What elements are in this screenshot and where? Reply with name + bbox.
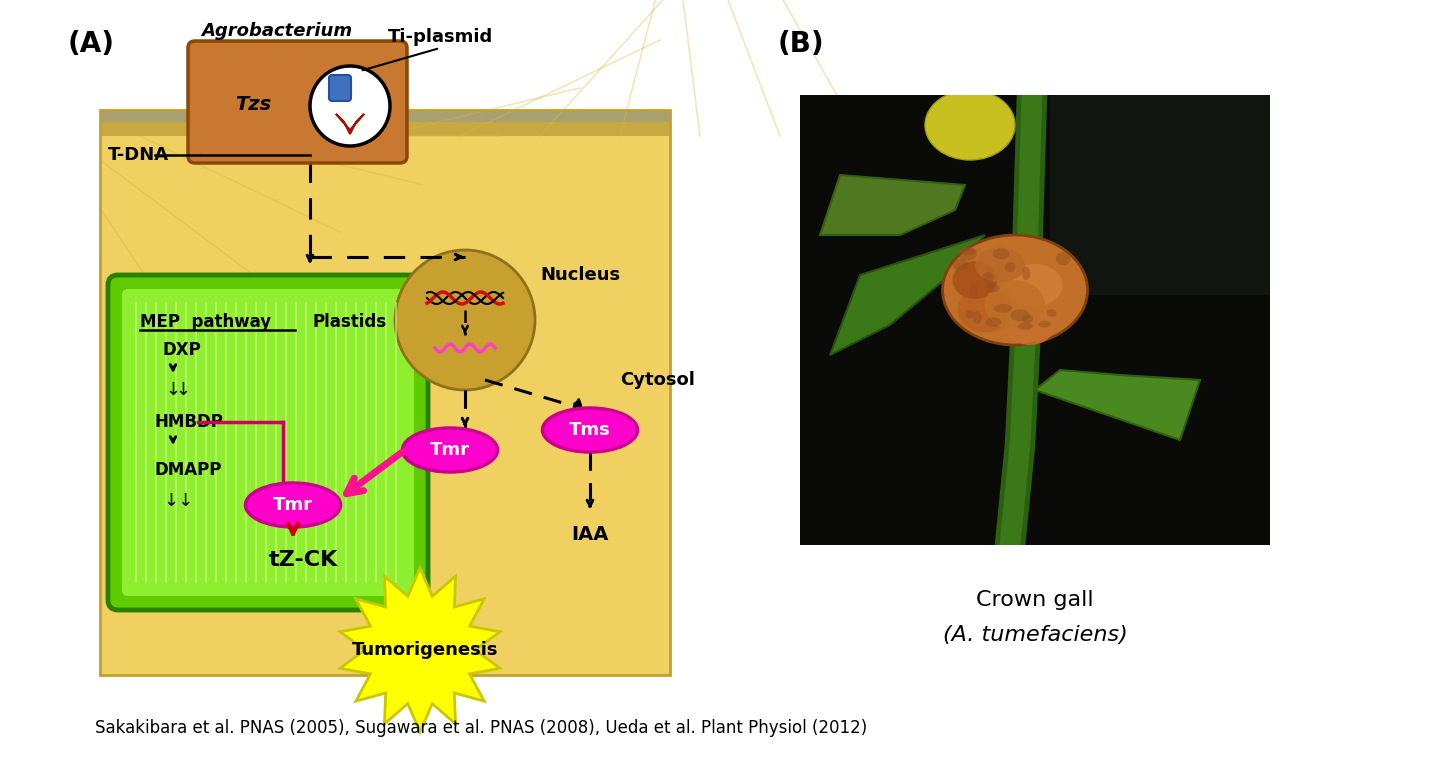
Ellipse shape (1005, 305, 1056, 345)
Ellipse shape (958, 288, 1012, 332)
Ellipse shape (1038, 320, 1051, 328)
Ellipse shape (959, 247, 976, 255)
Text: Nucleus: Nucleus (540, 266, 621, 284)
Ellipse shape (969, 284, 978, 297)
Text: MEP  pathway: MEP pathway (140, 313, 271, 331)
Polygon shape (829, 235, 985, 355)
Ellipse shape (1018, 323, 1032, 330)
Text: Agrobacterium: Agrobacterium (202, 22, 353, 40)
Ellipse shape (958, 248, 976, 260)
FancyBboxPatch shape (189, 41, 408, 163)
Text: ↓↓: ↓↓ (163, 492, 193, 510)
Text: T-DNA: T-DNA (108, 146, 168, 164)
Ellipse shape (943, 235, 1087, 345)
Ellipse shape (965, 310, 973, 319)
Ellipse shape (994, 304, 1012, 313)
Bar (99, 136, 670, 675)
Ellipse shape (543, 408, 638, 452)
Ellipse shape (1047, 309, 1057, 317)
Text: Tzs: Tzs (235, 95, 271, 114)
Text: Tmr: Tmr (431, 441, 469, 459)
Text: (B): (B) (778, 30, 825, 58)
Bar (99, 122, 670, 136)
Text: HMBDP: HMBDP (156, 413, 223, 431)
Text: Crown gall: Crown gall (976, 590, 1094, 610)
Ellipse shape (1022, 266, 1030, 280)
Text: Sakakibara et al. PNAS (2005), Sugawara et al. PNAS (2008), Ueda et al. Plant Ph: Sakakibara et al. PNAS (2005), Sugawara … (95, 719, 867, 737)
Ellipse shape (986, 284, 999, 292)
Text: DXP: DXP (163, 341, 202, 359)
Ellipse shape (992, 248, 1009, 260)
Text: DMAPP: DMAPP (156, 461, 222, 479)
Text: ↓: ↓ (166, 381, 180, 399)
Circle shape (395, 250, 536, 390)
Text: Tms: Tms (569, 421, 611, 439)
FancyBboxPatch shape (328, 75, 351, 101)
Text: Tumorigenesis: Tumorigenesis (351, 641, 498, 659)
Ellipse shape (1021, 314, 1032, 323)
Polygon shape (336, 114, 364, 134)
FancyBboxPatch shape (122, 289, 415, 596)
Text: tZ-CK: tZ-CK (268, 550, 337, 570)
Ellipse shape (985, 317, 1002, 327)
Ellipse shape (1005, 262, 1015, 272)
Text: ↓: ↓ (176, 381, 190, 399)
Text: (A. tumefaciens): (A. tumefaciens) (943, 625, 1128, 645)
Text: Cytosol: Cytosol (621, 371, 696, 389)
Ellipse shape (403, 428, 497, 472)
Polygon shape (1035, 370, 1200, 440)
Bar (99, 110, 670, 122)
Text: Tmr: Tmr (274, 496, 312, 514)
Text: Plastids: Plastids (312, 313, 387, 331)
Bar (99, 110, 670, 675)
Ellipse shape (952, 261, 998, 299)
Ellipse shape (975, 247, 1025, 282)
Ellipse shape (1056, 252, 1071, 265)
Ellipse shape (982, 272, 995, 282)
Ellipse shape (952, 259, 969, 271)
Text: IAA: IAA (572, 525, 609, 544)
Ellipse shape (986, 280, 995, 293)
Circle shape (310, 66, 390, 146)
Ellipse shape (1011, 309, 1030, 321)
Bar (1050, 95, 1270, 295)
Ellipse shape (973, 311, 982, 324)
Ellipse shape (924, 90, 1015, 160)
Ellipse shape (1008, 264, 1063, 306)
FancyBboxPatch shape (108, 275, 428, 610)
Polygon shape (819, 175, 965, 235)
Text: (A): (A) (68, 30, 115, 58)
Polygon shape (340, 568, 500, 732)
Ellipse shape (245, 483, 340, 527)
Ellipse shape (985, 280, 1045, 330)
Text: Ti-plasmid: Ti-plasmid (387, 28, 492, 46)
